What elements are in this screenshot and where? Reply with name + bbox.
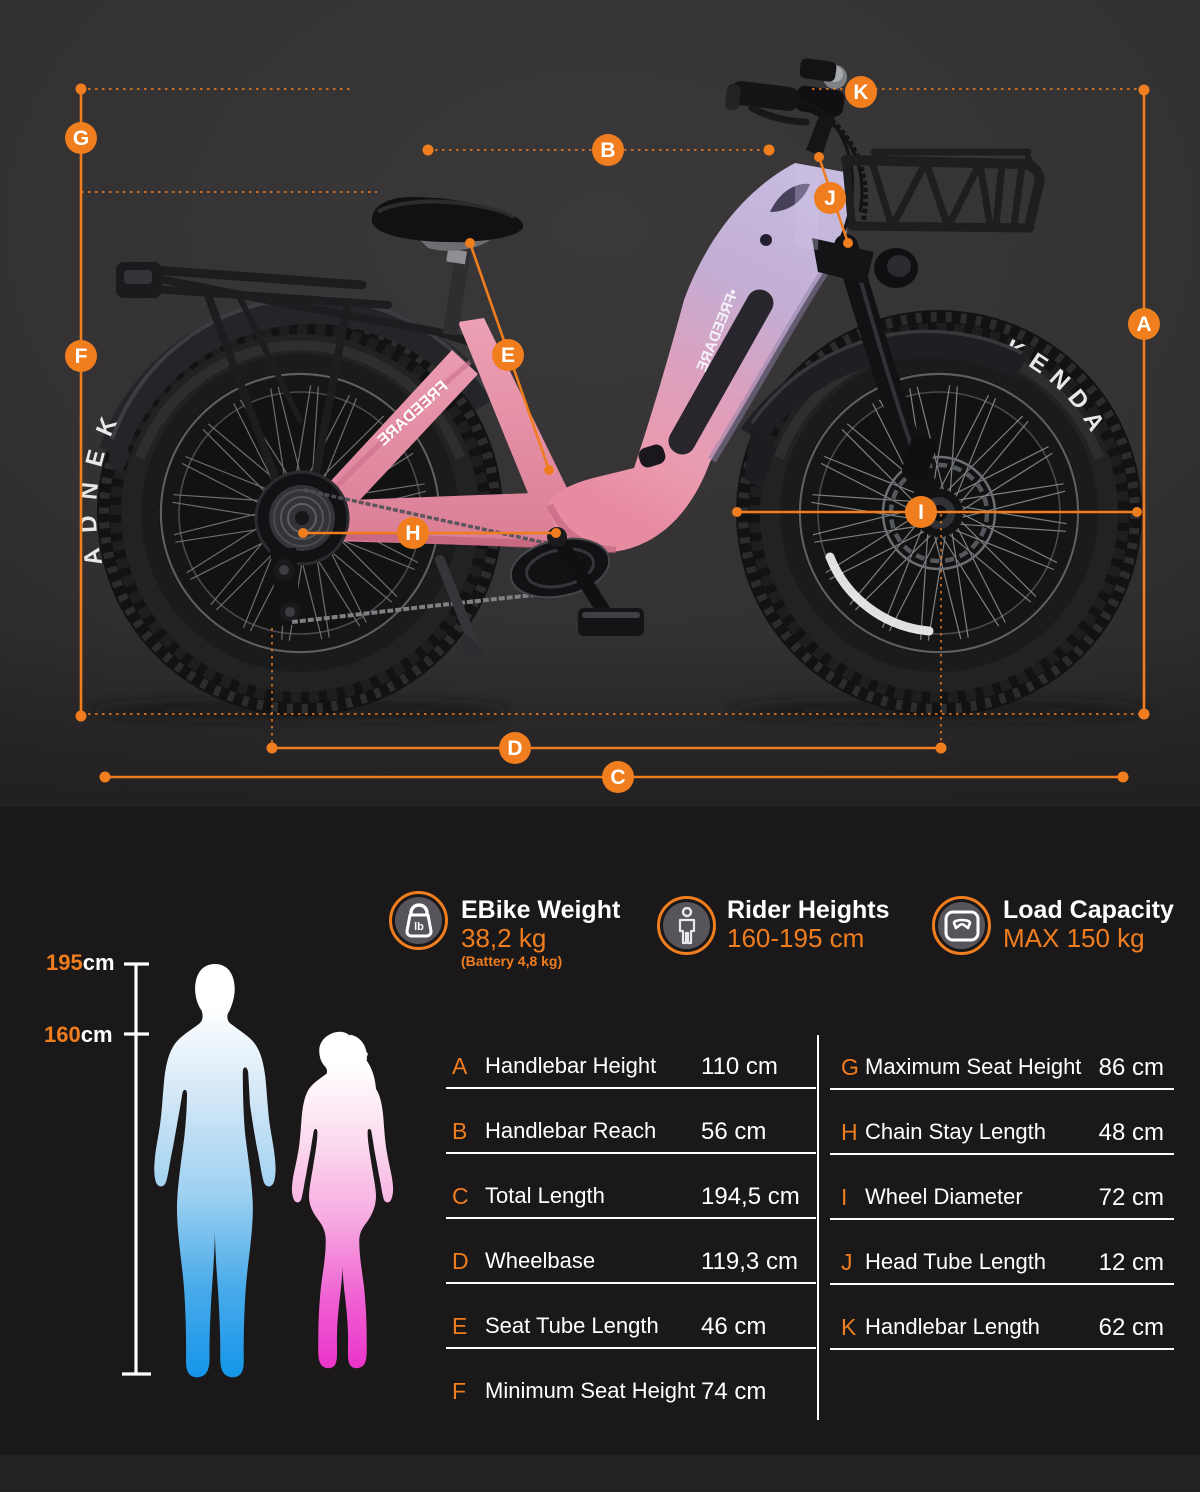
svg-text:A: A <box>1136 313 1151 336</box>
svg-text:H: H <box>405 522 420 545</box>
svg-text:E: E <box>501 344 515 367</box>
svg-text:lb: lb <box>414 921 424 933</box>
svg-text:J: J <box>824 187 836 210</box>
svg-text:E: E <box>81 447 111 469</box>
svg-text:D: D <box>507 737 522 760</box>
svg-text:G: G <box>73 127 89 150</box>
svg-text:C: C <box>610 766 625 789</box>
svg-text:I: I <box>918 501 924 524</box>
svg-text:F: F <box>75 345 88 368</box>
svg-text:B: B <box>600 139 615 162</box>
svg-text:D: D <box>75 515 103 534</box>
svg-text:K: K <box>853 81 868 104</box>
svg-text:A: A <box>78 546 108 569</box>
svg-text:N: N <box>75 481 104 501</box>
